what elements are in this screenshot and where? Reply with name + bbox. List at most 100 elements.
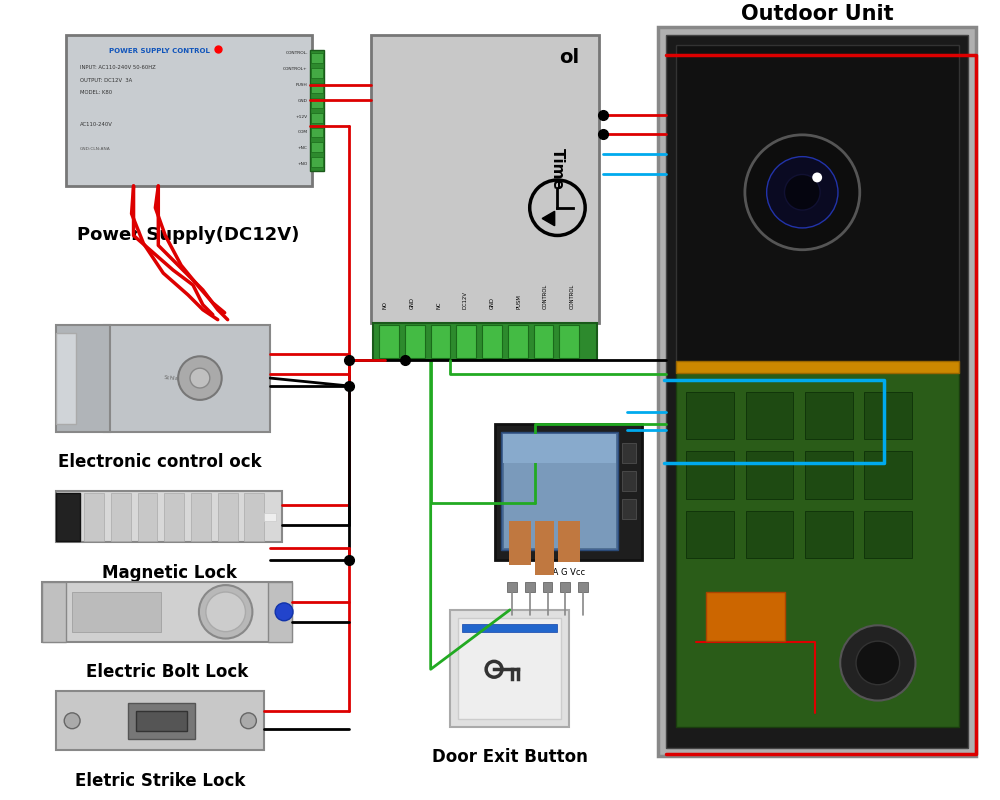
Bar <box>676 370 959 727</box>
Bar <box>676 361 959 373</box>
Bar <box>746 392 793 439</box>
Bar <box>559 325 579 358</box>
Bar <box>686 451 734 499</box>
Bar <box>405 325 425 358</box>
Bar <box>622 443 636 463</box>
Bar <box>658 27 976 757</box>
Text: GND: GND <box>409 297 414 309</box>
Bar <box>311 98 323 108</box>
Bar <box>268 582 292 642</box>
Circle shape <box>767 157 838 228</box>
Text: GND: GND <box>298 98 308 102</box>
Bar <box>138 493 157 541</box>
Bar <box>311 54 323 63</box>
Bar <box>543 582 552 592</box>
Bar <box>84 493 104 541</box>
Text: INPUT: AC110-240V 50-60HZ: INPUT: AC110-240V 50-60HZ <box>80 65 156 70</box>
Text: Magnetic Lock: Magnetic Lock <box>102 564 237 582</box>
Text: +12V: +12V <box>296 114 308 118</box>
Bar <box>311 158 323 167</box>
Bar <box>191 493 211 541</box>
Circle shape <box>199 585 252 638</box>
Bar <box>622 471 636 491</box>
Text: Schlage: Schlage <box>164 374 186 382</box>
Circle shape <box>241 713 256 729</box>
Bar <box>503 434 616 549</box>
Bar <box>311 68 323 78</box>
Text: MODEL: K80: MODEL: K80 <box>80 90 112 95</box>
Bar <box>535 521 554 575</box>
Bar <box>379 325 399 358</box>
Bar <box>311 113 323 122</box>
Text: Power Supply(DC12V): Power Supply(DC12V) <box>77 226 299 243</box>
Bar <box>503 434 616 463</box>
Bar <box>311 142 323 152</box>
Text: Electric Bolt Lock: Electric Bolt Lock <box>86 663 248 682</box>
Text: CONTROL: CONTROL <box>543 283 548 309</box>
Bar <box>66 35 312 186</box>
Text: DOOR: DOOR <box>492 642 528 653</box>
Bar <box>864 511 912 558</box>
Bar <box>128 703 195 738</box>
Bar <box>431 325 450 358</box>
Bar <box>56 333 76 424</box>
Bar <box>746 511 793 558</box>
Text: OUTPUT: DC12V  3A: OUTPUT: DC12V 3A <box>80 78 132 83</box>
Bar <box>218 493 238 541</box>
Circle shape <box>275 603 293 621</box>
Text: +NC: +NC <box>298 146 308 150</box>
Text: ol: ol <box>559 48 579 66</box>
Bar <box>311 127 323 138</box>
Text: EXIT: EXIT <box>496 690 524 700</box>
Text: CONTROL+: CONTROL+ <box>283 67 308 71</box>
Bar <box>495 424 642 560</box>
Bar <box>42 582 66 642</box>
Text: Vi A G Vcc: Vi A G Vcc <box>542 568 585 577</box>
Text: CONTROL: CONTROL <box>570 283 575 309</box>
Text: Electronic control ock: Electronic control ock <box>58 454 262 471</box>
Bar <box>373 322 597 360</box>
Bar <box>310 50 324 171</box>
Bar <box>462 624 557 632</box>
Text: NO: NO <box>383 301 388 309</box>
Bar <box>864 451 912 499</box>
Bar <box>507 582 517 592</box>
Bar <box>264 513 276 521</box>
Bar <box>508 325 528 358</box>
Bar <box>864 392 912 439</box>
Bar <box>371 35 599 322</box>
Circle shape <box>812 173 822 182</box>
Text: Time: Time <box>550 148 565 190</box>
Bar <box>534 325 553 358</box>
Bar <box>111 493 131 541</box>
Bar <box>136 711 187 730</box>
Bar <box>70 39 308 180</box>
Text: +NO: +NO <box>298 162 308 166</box>
Text: COM: COM <box>298 130 308 134</box>
Bar <box>501 431 618 550</box>
Bar <box>558 521 580 562</box>
Bar <box>458 618 561 718</box>
Text: NC: NC <box>436 302 441 309</box>
Text: POWER SUPPLY CONTROL: POWER SUPPLY CONTROL <box>109 48 210 54</box>
Circle shape <box>206 592 245 632</box>
Circle shape <box>178 356 222 400</box>
Bar <box>311 83 323 93</box>
Bar <box>42 582 292 642</box>
Text: ABLOY: ABLOY <box>110 610 123 614</box>
Text: AC110-240V: AC110-240V <box>80 122 113 127</box>
Text: GND: GND <box>490 297 495 309</box>
Bar <box>244 493 264 541</box>
Text: PUSH: PUSH <box>296 83 308 87</box>
Bar <box>706 592 785 641</box>
Circle shape <box>64 713 80 729</box>
Bar <box>164 493 184 541</box>
Bar <box>676 46 959 374</box>
Bar <box>56 493 80 541</box>
Bar <box>482 325 502 358</box>
Bar <box>560 582 570 592</box>
Bar <box>805 451 853 499</box>
Text: GND:CLN:ANA: GND:CLN:ANA <box>80 147 111 151</box>
Bar <box>450 610 569 726</box>
Bar <box>686 511 734 558</box>
